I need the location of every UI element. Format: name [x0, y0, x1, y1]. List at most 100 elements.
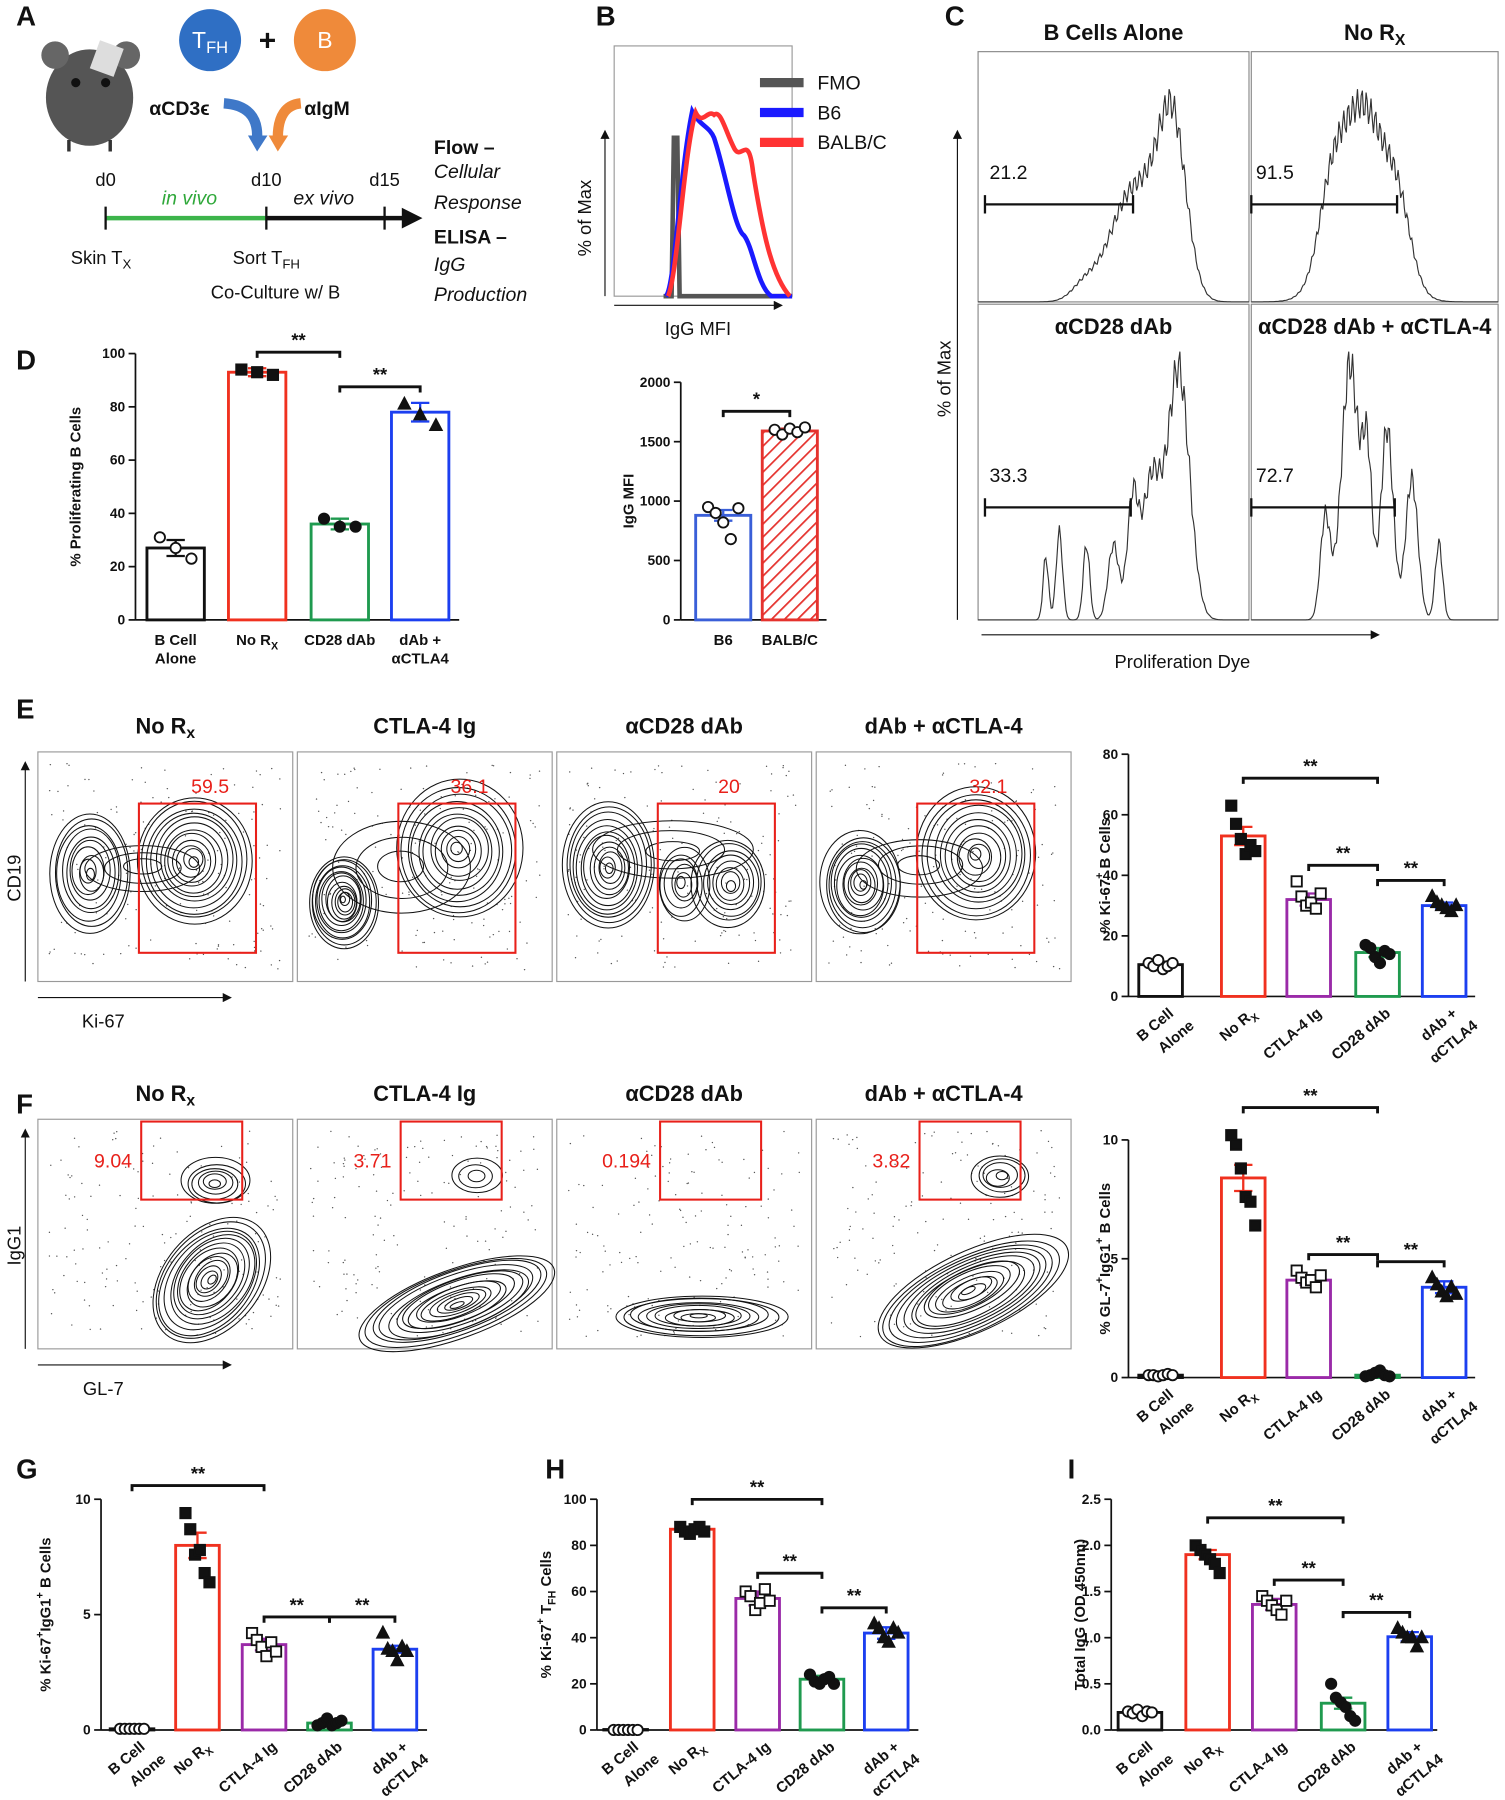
- event-dot: [452, 1262, 454, 1264]
- contour: [836, 854, 885, 917]
- event-dot: [247, 1192, 249, 1195]
- arrowhead: [268, 135, 289, 152]
- event-dot: [593, 798, 596, 800]
- anti-cd3: αCD3ϵ: [149, 98, 209, 120]
- data-point: [1275, 1608, 1288, 1621]
- event-dot: [508, 897, 510, 899]
- event-dot: [470, 842, 472, 845]
- y-tick-label: 60: [110, 453, 126, 468]
- event-dot: [411, 876, 414, 879]
- event-dot: [974, 887, 976, 890]
- event-dot: [751, 1256, 754, 1258]
- event-dot: [787, 795, 789, 797]
- event-dot: [379, 768, 381, 770]
- event-dot: [866, 1273, 868, 1276]
- event-dot: [753, 1171, 756, 1174]
- contour: [183, 848, 204, 871]
- text-part: +: [1094, 873, 1106, 879]
- event-dot: [1038, 1334, 1040, 1337]
- event-dot: [640, 1334, 642, 1336]
- event-dot: [346, 1273, 348, 1275]
- data-point: [428, 417, 444, 431]
- data-point: [349, 520, 362, 533]
- data-point: [1383, 947, 1396, 961]
- event-dot: [1011, 1231, 1013, 1234]
- event-dot: [476, 868, 479, 870]
- event-dot: [1040, 1130, 1042, 1132]
- event-dot: [881, 815, 883, 818]
- event-dot: [743, 1158, 745, 1161]
- event-dot: [1052, 852, 1054, 854]
- event-dot: [484, 826, 486, 828]
- event-dot: [726, 918, 728, 920]
- event-dot: [797, 1289, 799, 1291]
- event-dot: [657, 765, 660, 767]
- event-dot: [842, 936, 845, 938]
- event-dot: [592, 1206, 594, 1209]
- data-point: [412, 406, 428, 421]
- event-dot: [488, 801, 490, 803]
- event-dot: [187, 1166, 190, 1169]
- event-dot: [315, 798, 318, 800]
- event-dot: [661, 771, 663, 774]
- event-dot: [74, 952, 76, 954]
- event-dot: [839, 1241, 841, 1244]
- event-dot: [169, 1173, 171, 1175]
- contour: [599, 856, 616, 879]
- contour: [850, 869, 872, 897]
- event-dot: [1004, 1215, 1007, 1218]
- event-dot: [702, 812, 705, 814]
- panel-title: No Rx: [136, 1081, 196, 1110]
- event-dot: [93, 790, 95, 792]
- event-dot: [84, 1281, 86, 1284]
- event-dot: [907, 827, 910, 830]
- significance-bracket: [255, 350, 342, 358]
- event-dot: [500, 1210, 503, 1212]
- contour: [645, 841, 700, 862]
- event-dot: [1036, 904, 1039, 906]
- event-dot: [936, 824, 939, 826]
- text-part: Skin T: [71, 247, 123, 268]
- event-dot: [129, 846, 131, 849]
- event-dot: [767, 1286, 769, 1288]
- event-dot: [728, 1268, 731, 1271]
- event-dot: [1053, 899, 1055, 902]
- event-dot: [128, 945, 130, 947]
- text-part: B Cells: [1097, 818, 1114, 873]
- event-dot: [405, 1156, 408, 1159]
- event-dot: [967, 1218, 970, 1221]
- event-dot: [236, 1298, 238, 1300]
- event-dot: [374, 1149, 376, 1151]
- event-dot: [712, 1247, 714, 1249]
- event-dot: [355, 1283, 357, 1285]
- event-dot: [473, 887, 475, 889]
- event-dot: [596, 1235, 599, 1237]
- event-dot: [1001, 1330, 1004, 1332]
- event-dot: [461, 783, 463, 786]
- event-dot: [453, 939, 455, 941]
- event-dot: [853, 850, 856, 853]
- contour: [436, 1292, 480, 1314]
- event-dot: [371, 1283, 373, 1286]
- event-dot: [590, 767, 593, 769]
- event-dot: [505, 1180, 508, 1182]
- event-dot: [779, 952, 782, 954]
- event-dot: [700, 1135, 703, 1137]
- event-dot: [964, 799, 967, 801]
- gate-value: 33.3: [990, 465, 1028, 487]
- event-dot: [157, 1290, 159, 1292]
- event-dot: [134, 1225, 136, 1227]
- event-dot: [1031, 768, 1034, 770]
- event-dot: [188, 958, 191, 960]
- event-dot: [260, 928, 263, 930]
- event-dot: [725, 882, 727, 884]
- y-tick-label: 5: [83, 1607, 91, 1622]
- arrowhead: [401, 207, 423, 229]
- y-tick-label: 0: [1110, 989, 1118, 1004]
- event-dot: [987, 953, 989, 956]
- event-dot: [357, 1279, 359, 1281]
- event-dot: [197, 882, 200, 884]
- event-dot: [248, 893, 251, 896]
- event-dot: [1049, 1172, 1052, 1174]
- event-dot: [534, 826, 536, 828]
